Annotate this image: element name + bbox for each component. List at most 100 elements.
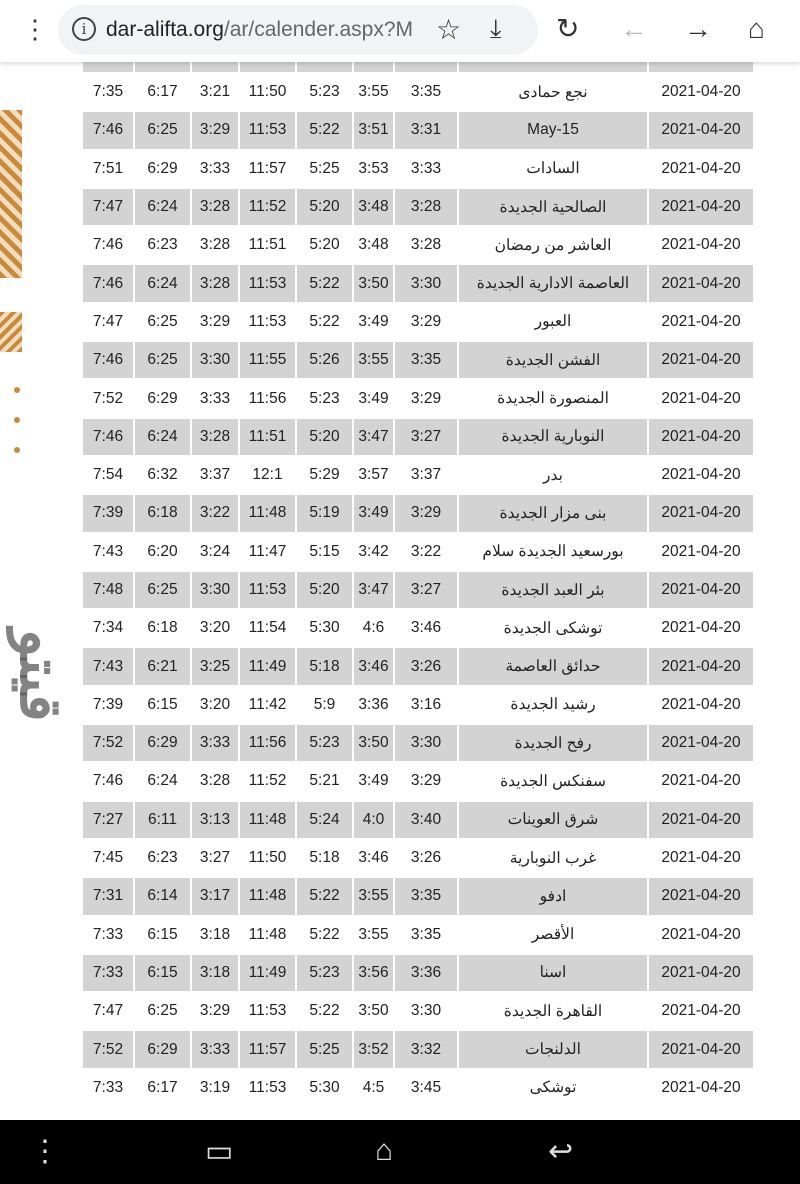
bullet-dot — [14, 387, 20, 393]
date-cell: 2021-04-20 — [661, 236, 741, 254]
city-cell: بنى مزار الجديدة — [459, 495, 647, 532]
time-cell: 3:30 — [192, 342, 238, 379]
time-cell: 3:29 — [395, 495, 457, 532]
time-cell: 11:51 — [248, 236, 287, 254]
time-cell: 7:46 — [83, 265, 133, 302]
time-cell: 7:52 — [83, 1031, 133, 1068]
time-cell: 3:29 — [199, 312, 231, 330]
time-cell: 3:18 — [192, 954, 238, 992]
android-nav-bar: ⋮ ▭ ⌂ ↩ — [0, 1120, 800, 1184]
date-cell: 2021-04-20 — [661, 312, 741, 330]
star-icon[interactable]: ☆ — [436, 14, 462, 45]
time-cell: 7:31 — [83, 878, 133, 915]
table-row: 7:46 6:24 3:28 11:51 5:20 3:47 3:27 النوبارية ا… — [83, 418, 753, 455]
date-cell: 2021-04-20 — [649, 954, 753, 992]
time-cell: 6:25 — [147, 1002, 178, 1020]
time-cell: 11:48 — [248, 925, 287, 943]
date-cell: 2021-04-20 — [649, 188, 753, 226]
back-icon[interactable]: ← — [620, 13, 648, 44]
time-cell: 7:46 — [92, 236, 124, 254]
recent-apps-icon[interactable]: ▭ — [205, 1135, 234, 1168]
time-cell: 5:18 — [309, 849, 340, 867]
date-cell: 2021-04-20 — [661, 925, 741, 943]
table-row: 7:48 6:25 3:30 11:53 5:20 3:47 3:27 بئر العبد ا… — [83, 571, 753, 609]
city-cell: نجع حمادى — [518, 83, 588, 101]
date-cell: 2021-04-20 — [661, 159, 741, 177]
time-cell: 3:30 — [410, 1002, 442, 1020]
table-row: 7:46 6:24 3:28 11:52 5:21 3:49 3:29 سفنكس الجدي… — [83, 763, 753, 799]
time-cell: 6:32 — [147, 466, 178, 484]
city-cell: العاصمة الادارية الجديدة — [459, 265, 647, 302]
time-cell: 7:47 — [92, 312, 124, 330]
info-icon[interactable]: i — [72, 17, 96, 41]
city-cell: النوبارية الجديدة — [459, 418, 647, 455]
time-cell: 7:43 — [92, 542, 124, 560]
date-cell: 2021-04-20 — [661, 619, 741, 637]
time-cell: 7:33 — [92, 925, 124, 943]
time-cell: 3:36 — [358, 695, 389, 713]
time-cell: 5:22 — [297, 265, 352, 302]
time-cell: 6:15 — [135, 954, 190, 992]
time-cell: 5:30 — [309, 619, 340, 637]
city-cell: شرق العوينات — [459, 801, 647, 838]
time-cell: 3:33 — [410, 159, 442, 177]
download-icon[interactable]: ⤓ — [490, 13, 502, 43]
menu-icon[interactable]: ⋮ — [30, 1135, 60, 1168]
time-cell: 6:25 — [135, 571, 190, 609]
back-button-icon[interactable]: ↩ — [548, 1135, 574, 1168]
forward-icon[interactable]: → — [684, 13, 712, 44]
time-cell: 3:55 — [354, 878, 393, 915]
time-cell: 6:17 — [147, 1078, 178, 1096]
time-cell: 3:28 — [395, 188, 457, 226]
home-button-icon[interactable]: ⌂ — [375, 1134, 394, 1167]
home-icon[interactable]: ⌂ — [748, 13, 765, 44]
time-cell: 3:27 — [395, 418, 457, 455]
table-row: 7:54 6:32 3:37 12:1 5:29 3:57 3:37 بدر 2021-04-2… — [83, 457, 753, 493]
time-cell: 3:46 — [358, 849, 389, 867]
time-cell: 3:20 — [199, 695, 231, 713]
address-bar[interactable]: i dar-alifta.org/ar/calender.aspx?M ☆ ⤓ — [58, 5, 538, 55]
time-cell: 3:28 — [199, 236, 231, 254]
time-cell: 6:24 — [135, 265, 190, 302]
city-cell: ادفو — [459, 878, 647, 915]
time-cell: 11:55 — [240, 342, 295, 379]
time-cell: 3:29 — [410, 389, 442, 407]
time-cell: 3:55 — [358, 925, 389, 943]
time-cell: 5:22 — [309, 925, 340, 943]
time-cell: 7:46 — [83, 112, 133, 149]
time-cell: 3:30 — [192, 571, 238, 609]
city-cell: حدائق العاصمة — [459, 648, 647, 685]
url-text[interactable]: dar-alifta.org/ar/calender.aspx?M — [106, 18, 421, 42]
table-row: 7:46 6:25 3:30 11:55 5:26 3:55 3:35 الفشن الجدي… — [83, 342, 753, 379]
table-cell — [192, 62, 238, 72]
time-cell: 11:57 — [248, 159, 287, 177]
time-cell: 3:27 — [199, 849, 231, 867]
date-cell: 2021-04-20 — [661, 1002, 741, 1020]
time-cell: 11:53 — [240, 112, 295, 149]
time-cell: 3:45 — [410, 1078, 442, 1096]
table-row: 7:46 6:24 3:28 11:53 5:22 3:50 3:30 العاصمة الا… — [83, 265, 753, 302]
date-cell: 2021-04-20 — [661, 1078, 741, 1096]
table-row: 7:52 6:29 3:33 11:56 5:23 3:49 3:29 المنصورة ال… — [83, 380, 753, 416]
reload-icon[interactable]: ↻ — [556, 13, 580, 44]
city-cell: سفنكس الجديدة — [500, 772, 606, 790]
time-cell: 3:35 — [410, 925, 442, 943]
time-cell: 11:56 — [248, 389, 287, 407]
table-cell — [240, 62, 295, 72]
time-cell: 7:47 — [83, 188, 133, 226]
time-cell: 11:53 — [240, 265, 295, 302]
time-cell: 5:23 — [309, 389, 340, 407]
time-cell: 11:53 — [240, 571, 295, 609]
date-cell: 2021-04-20 — [649, 495, 753, 532]
url-path: /ar/calender.aspx?M — [223, 18, 413, 41]
time-cell: 5:18 — [297, 648, 352, 685]
menu-icon[interactable]: ⋮ — [22, 14, 48, 44]
table-cell — [459, 62, 647, 72]
time-cell: 6:24 — [135, 188, 190, 226]
time-cell: 3:47 — [354, 571, 393, 609]
decorative-pattern — [0, 110, 22, 278]
time-cell: 11:53 — [248, 1078, 287, 1096]
table-row: 7:47 6:25 3:29 11:53 5:22 3:50 3:30 القاهرة الج… — [83, 993, 753, 1029]
time-cell: 6:29 — [135, 1031, 190, 1068]
time-cell: 11:52 — [240, 188, 295, 226]
